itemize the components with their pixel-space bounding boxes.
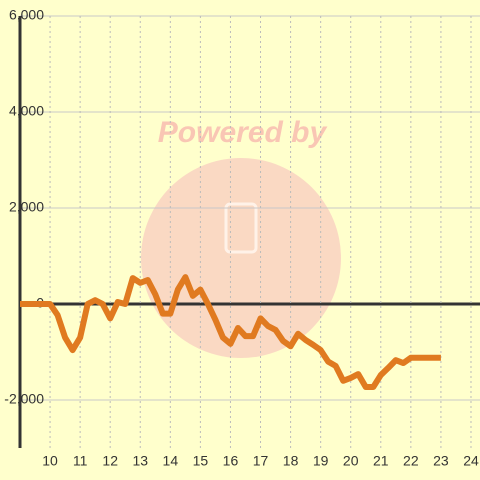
x-tick-label: 24 <box>463 453 479 469</box>
x-tick-label: 22 <box>403 453 419 469</box>
x-tick-label: 20 <box>343 453 359 469</box>
x-tick-label: 18 <box>283 453 299 469</box>
x-tick-label: 16 <box>223 453 239 469</box>
x-tick-label: 15 <box>193 453 209 469</box>
y-tick-label: 2,000 <box>9 199 44 215</box>
y-tick-label: 6,000 <box>9 7 44 23</box>
x-tick-label: 23 <box>433 453 449 469</box>
x-tick-label: 13 <box>132 453 148 469</box>
y-tick-label: -2,000 <box>4 391 44 407</box>
line-series <box>20 274 441 391</box>
x-tick-label: 12 <box>102 453 118 469</box>
x-tick-label: 11 <box>73 453 88 469</box>
x-tick-label: 14 <box>163 453 179 469</box>
x-tick-label: 17 <box>253 453 269 469</box>
x-tick-label: 19 <box>313 453 329 469</box>
y-tick-label: 4,000 <box>9 103 44 119</box>
x-tick-label: 10 <box>42 453 58 469</box>
x-tick-label: 21 <box>373 453 389 469</box>
watermark-text: Powered by <box>158 116 328 149</box>
watermark-icon <box>224 202 258 254</box>
